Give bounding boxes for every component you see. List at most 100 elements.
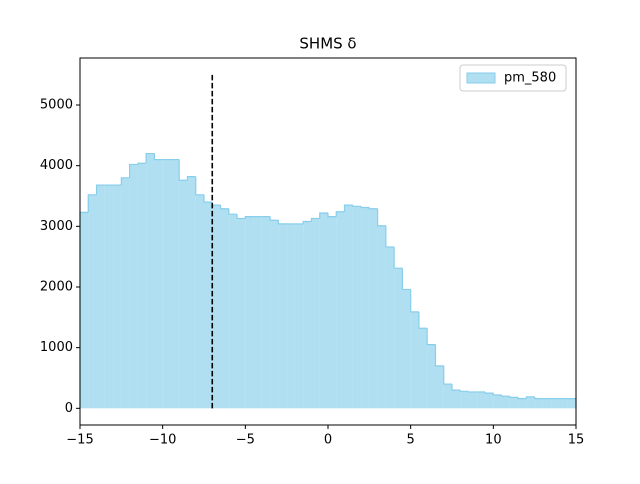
bar (195, 194, 204, 409)
bar-edge (418, 311, 428, 329)
legend-box (459, 64, 567, 92)
bar-edge (327, 212, 337, 218)
bar (319, 212, 328, 409)
bar-edge (393, 246, 403, 269)
bar (113, 185, 122, 409)
bar (261, 216, 271, 409)
bar (460, 391, 469, 409)
bar (187, 176, 196, 409)
bar (435, 365, 444, 409)
y-tick-label: 3000 (40, 219, 73, 234)
bar (427, 344, 436, 409)
bar (237, 218, 246, 409)
x-tick-label: 15 (568, 433, 585, 448)
bar-edge (310, 217, 320, 222)
y-tick-label: 4000 (40, 158, 73, 173)
x-tick-label: 5 (407, 433, 415, 448)
bar (179, 180, 188, 409)
bar (361, 207, 370, 409)
bar (534, 398, 543, 409)
bar-edge (186, 175, 196, 181)
bar (245, 216, 254, 409)
bar (559, 398, 568, 409)
x-tick-label: −5 (236, 433, 255, 448)
bar (270, 220, 279, 409)
bar-edge (360, 206, 370, 209)
bar (452, 390, 461, 409)
legend-swatch (466, 72, 496, 84)
bar (137, 163, 147, 409)
bar-edge (178, 159, 188, 181)
bar (220, 208, 229, 409)
bar (278, 223, 287, 409)
bar (294, 223, 304, 409)
bar (418, 328, 428, 409)
bar-edge (492, 393, 502, 396)
bar (96, 185, 105, 409)
bar (468, 391, 477, 409)
bar-edge (269, 216, 279, 221)
bar (311, 218, 320, 409)
bar-edge (517, 397, 527, 400)
bar-edge (484, 391, 494, 394)
bar-edge (277, 220, 287, 225)
bar-edge (501, 394, 510, 397)
bar (286, 223, 295, 409)
bar-edge (525, 396, 535, 399)
bar-edge (153, 153, 163, 161)
bar-edge (145, 152, 155, 164)
chart-title: SHMS δ (299, 35, 356, 53)
bar (567, 398, 576, 409)
bar (377, 225, 386, 409)
x-tick-label: −15 (66, 433, 93, 448)
bar (369, 208, 378, 409)
bar-edge (426, 328, 436, 346)
bar (88, 194, 97, 409)
bar-edge (451, 384, 461, 391)
bar (212, 205, 221, 409)
bar-edge (459, 390, 469, 392)
bar (121, 177, 130, 409)
x-tick-label: 0 (324, 433, 332, 448)
bar-edge (534, 396, 543, 400)
bar-edge (95, 184, 105, 195)
bar-edge (434, 344, 444, 367)
bar (476, 391, 486, 409)
bar (509, 397, 519, 409)
y-tick-label: 1000 (40, 340, 73, 355)
bar-edge (509, 396, 519, 398)
bar (162, 159, 171, 409)
x-tick-label: 10 (485, 433, 502, 448)
bar-edge (343, 204, 353, 212)
bar (303, 221, 312, 409)
bar (410, 311, 419, 409)
bar-edge (137, 162, 147, 165)
legend-label: pm_580 (504, 71, 556, 86)
bar (154, 159, 163, 409)
x-tick-label: −10 (149, 433, 176, 448)
bar (228, 214, 238, 409)
bar-edge (244, 216, 254, 219)
y-tick-label: 5000 (40, 98, 73, 113)
bar (336, 211, 345, 409)
bar-edge (443, 365, 452, 385)
bar (352, 206, 362, 409)
bar-edge (236, 214, 246, 220)
bar (485, 393, 494, 409)
y-tick-label: 2000 (40, 279, 73, 294)
bar-edge (129, 163, 138, 178)
bar-edge (467, 391, 477, 393)
bar (204, 202, 213, 409)
bar-edge (228, 208, 238, 215)
bar (551, 398, 560, 409)
bar-edge (401, 268, 411, 291)
bar (385, 246, 395, 409)
bar (443, 384, 452, 409)
bar-edge (368, 207, 378, 210)
bar (518, 398, 527, 409)
y-tick-label: 0 (65, 401, 73, 416)
bar (146, 153, 155, 409)
bar (542, 398, 552, 409)
bar-edge (87, 194, 97, 213)
